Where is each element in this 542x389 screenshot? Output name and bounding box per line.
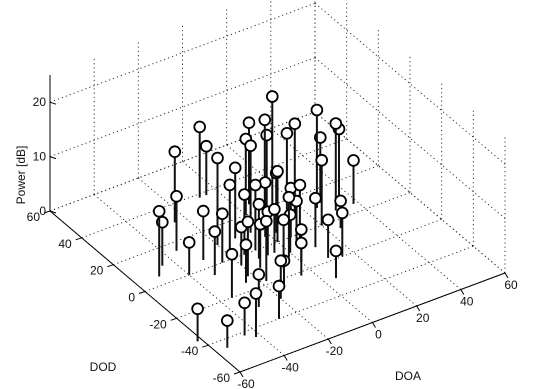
power-tick-label: 0 — [39, 204, 46, 218]
dod-tick-label: 0 — [128, 291, 135, 305]
stem-marker — [272, 279, 286, 293]
stem-marker — [282, 190, 296, 204]
stem-marker — [260, 128, 274, 142]
stem-marker — [168, 145, 182, 159]
dod-tick-label: 20 — [90, 264, 104, 278]
stem-marker — [223, 178, 237, 192]
stem-marker — [294, 236, 308, 250]
dod-tick-mark — [170, 317, 177, 321]
stem-marker — [239, 238, 253, 252]
floor-grid-line — [81, 138, 347, 239]
stem-marker — [294, 223, 308, 236]
stem-marker — [228, 161, 242, 175]
stem-marker — [280, 127, 294, 140]
power-tick-mark — [49, 210, 57, 214]
doa-tick-mark — [504, 272, 509, 279]
stem-marker — [238, 296, 251, 310]
stem-marker — [182, 236, 196, 249]
right-wall-grid-line — [314, 2, 506, 165]
stem-marker — [193, 120, 207, 134]
floor-grid-line — [208, 245, 474, 346]
stem-marker — [221, 314, 234, 327]
stem-marker — [335, 206, 349, 220]
floor-grid-line — [176, 218, 442, 319]
stem-marker — [191, 302, 204, 316]
stem-marker — [288, 117, 302, 130]
stem-marker — [249, 287, 263, 300]
doa-tick-mark — [460, 289, 465, 295]
y-axis-label: DOD — [90, 360, 117, 374]
stem-marker — [244, 139, 257, 153]
stem-marker — [329, 117, 343, 130]
stem-marker — [152, 205, 166, 218]
z-axis-label: Power [dB] — [14, 146, 28, 205]
stem-marker — [225, 247, 239, 261]
stem-marker — [293, 178, 307, 192]
doa-tick-label: 20 — [416, 311, 430, 325]
stem-marker — [197, 204, 210, 218]
dod-tick-mark — [138, 291, 146, 294]
doa-tick-label: 0 — [375, 328, 382, 342]
stem-marker — [277, 213, 290, 227]
stem-marker — [241, 215, 255, 229]
stem-marker — [329, 244, 343, 258]
stem-marker — [216, 207, 229, 221]
stem-marker — [334, 194, 347, 208]
right-wall-grid-line — [314, 57, 506, 219]
power-tick-mark — [49, 156, 57, 160]
stem-marker — [258, 113, 272, 127]
stem-marker — [170, 190, 183, 203]
stem-marker — [242, 116, 256, 129]
dod-tick-mark — [202, 344, 209, 348]
stem-marker — [252, 268, 266, 281]
stem-marker — [252, 197, 266, 211]
dod-tick-mark — [107, 264, 114, 268]
stem-marker — [309, 191, 322, 205]
doa-tick-mark — [416, 305, 421, 312]
doa-tick-mark — [239, 371, 244, 378]
dod-tick-label: 40 — [58, 237, 72, 251]
doa-tick-mark — [283, 355, 288, 361]
power-tick-label: 20 — [33, 95, 47, 109]
stem-marker — [315, 153, 329, 167]
x-axis-label: DOA — [395, 369, 421, 383]
dod-tick-mark — [43, 210, 51, 214]
doa-tick-mark — [327, 338, 332, 345]
stem-marker — [265, 90, 279, 103]
stem-marker — [347, 154, 360, 167]
data-stems — [152, 90, 360, 348]
dod-tick-label: -40 — [181, 344, 199, 358]
doa-tick-label: -40 — [282, 361, 300, 375]
dod-tick-label: 60 — [27, 210, 41, 224]
stem-marker — [238, 188, 251, 201]
doa-tick-label: 40 — [460, 295, 474, 309]
stem-marker — [268, 203, 281, 216]
doa-tick-label: -20 — [326, 344, 344, 358]
dod-tick-mark — [75, 237, 82, 241]
back-wall-grid-line — [49, 111, 316, 212]
doa-tick-label: -60 — [237, 377, 255, 389]
doa-tick-mark — [372, 322, 376, 328]
stem-marker — [211, 151, 224, 165]
dod-tick-label: -20 — [149, 317, 167, 331]
floor-grid-line — [113, 165, 379, 266]
axes — [43, 75, 509, 378]
stem-marker — [274, 254, 288, 268]
stem-marker — [259, 214, 273, 228]
stem-marker — [200, 139, 213, 153]
power-tick-label: 10 — [33, 150, 47, 164]
dod-tick-label: -60 — [213, 371, 231, 385]
stem-marker — [310, 103, 324, 117]
doa-tick-label: 60 — [504, 278, 518, 292]
power-tick-mark — [49, 101, 57, 105]
stem-marker — [208, 225, 222, 238]
stem-marker — [271, 165, 284, 178]
dod-tick-mark — [233, 371, 241, 375]
back-wall-grid-line — [49, 57, 316, 158]
back-wall-grid-line — [49, 2, 316, 103]
stem-marker — [321, 213, 335, 227]
stem-marker — [249, 178, 262, 192]
